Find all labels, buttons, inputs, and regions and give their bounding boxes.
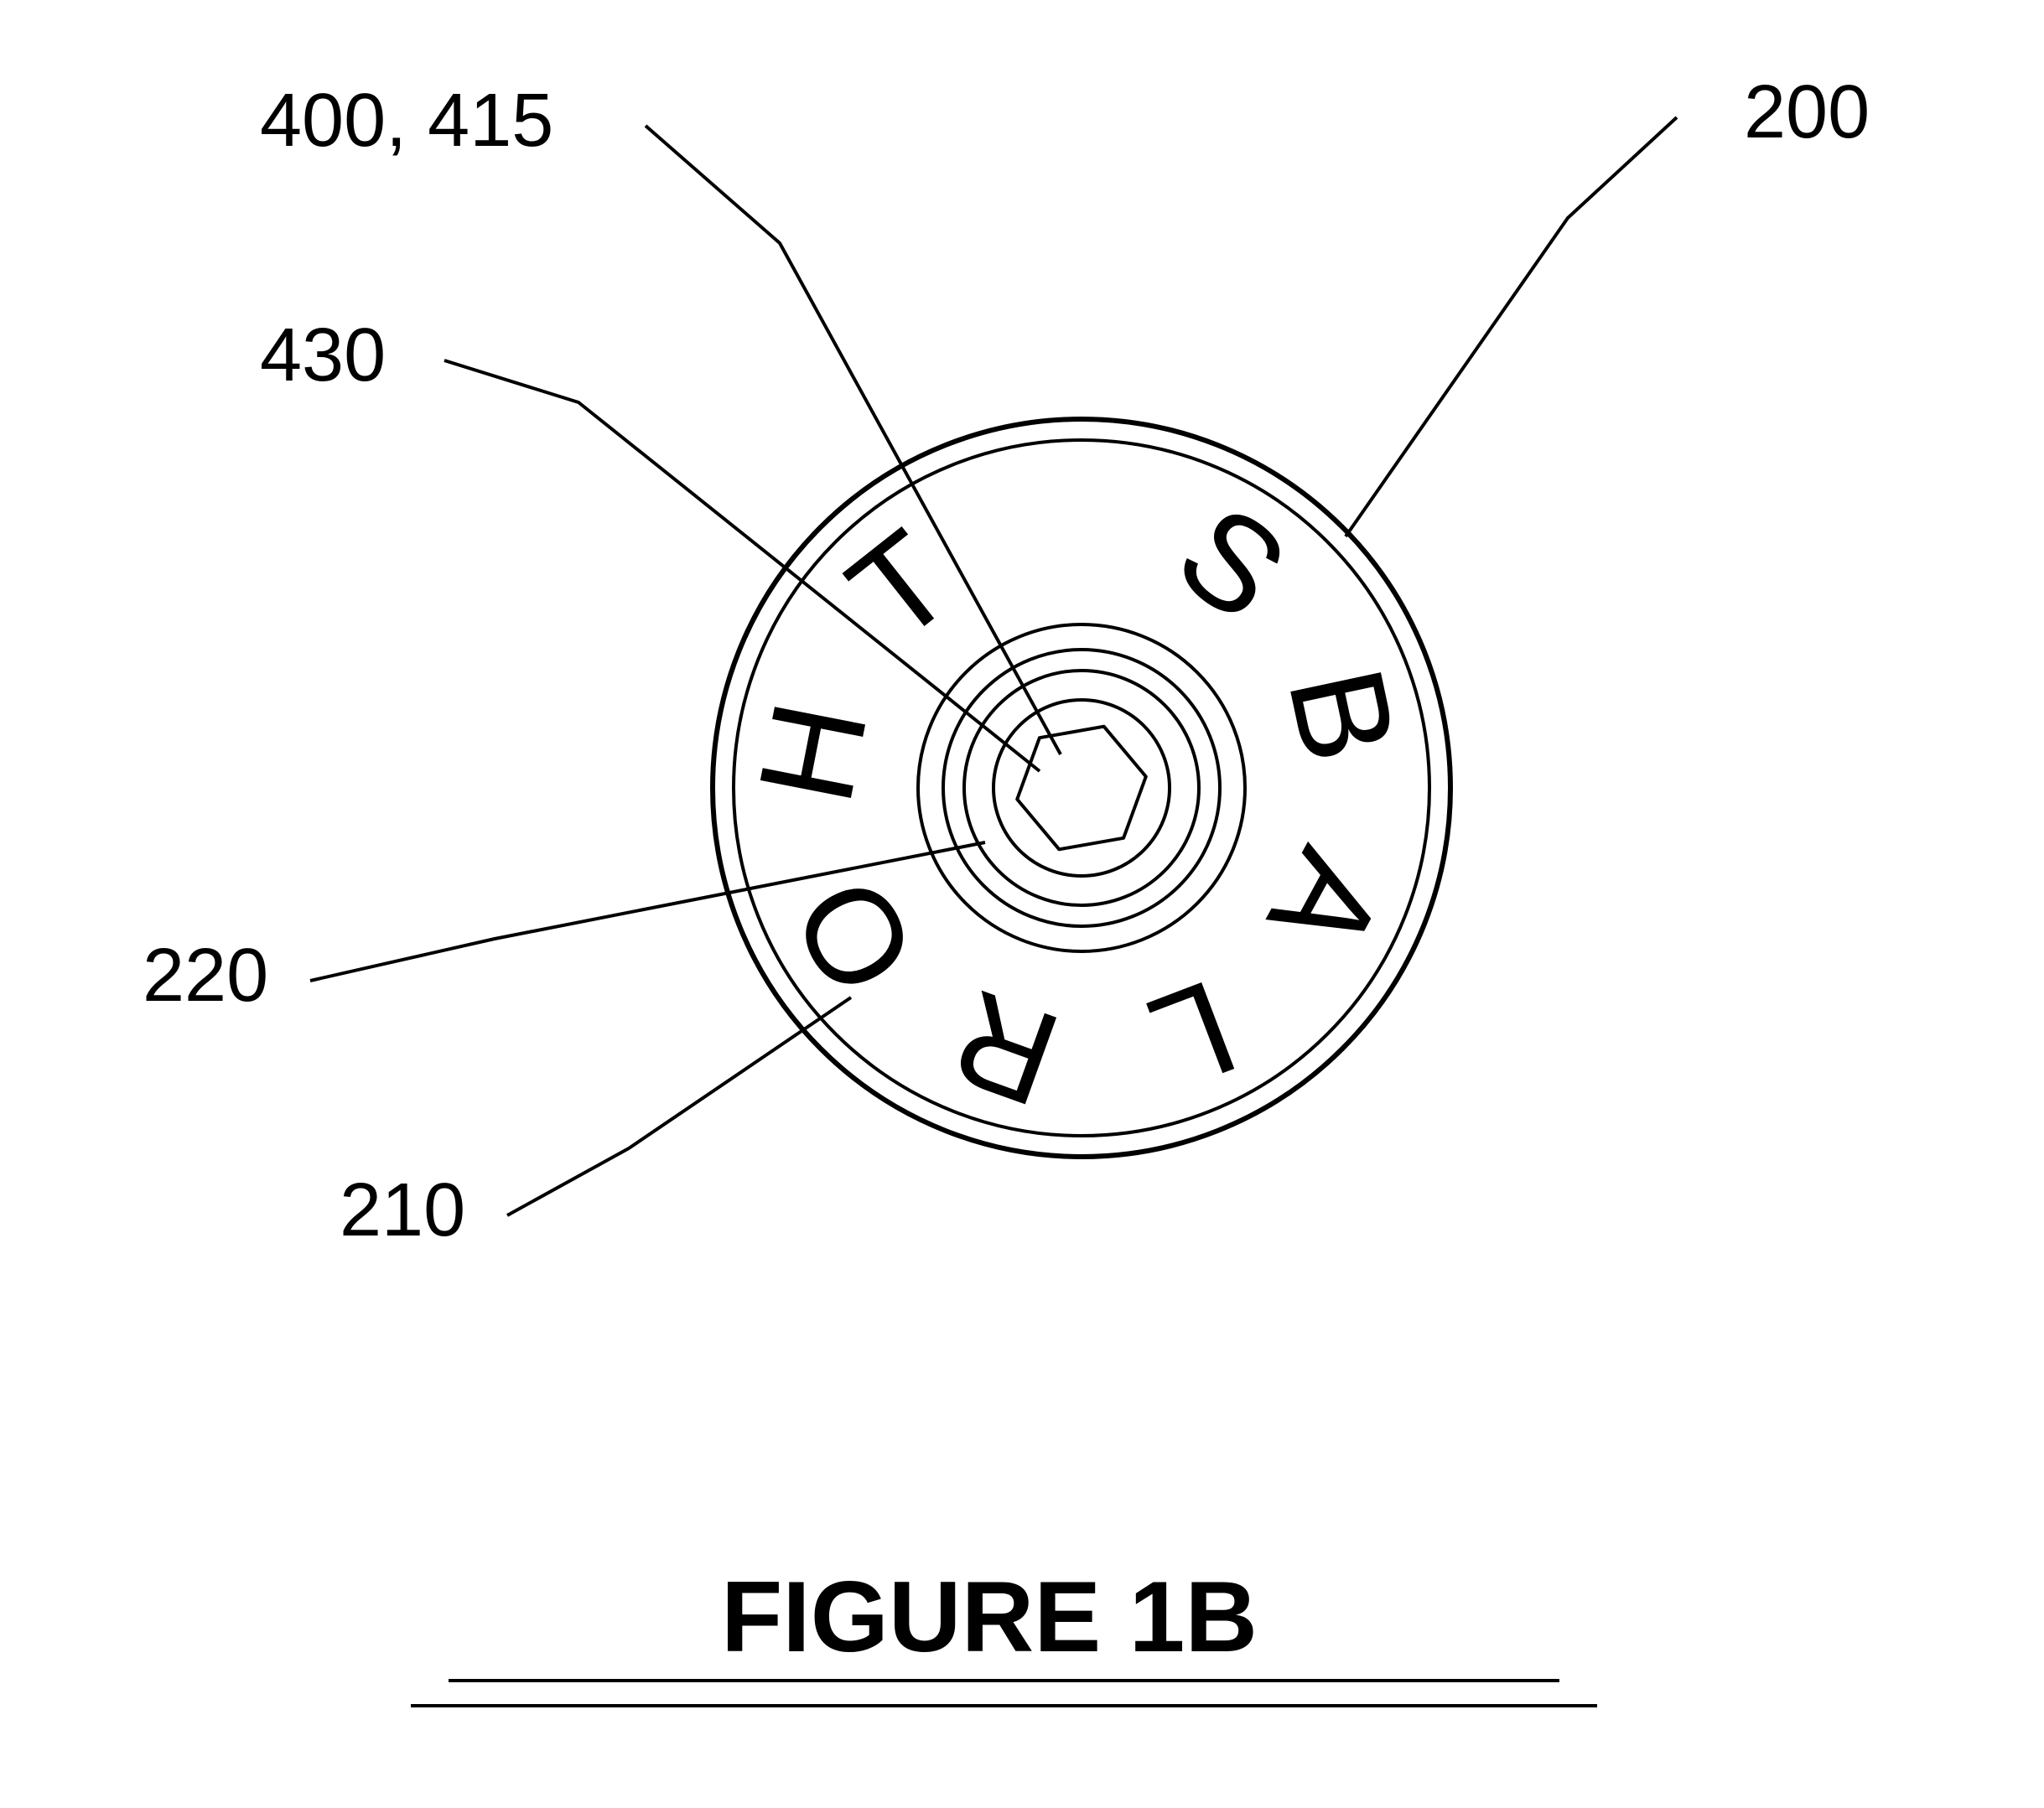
brand-letter: A (1224, 827, 1414, 1007)
brand-letter: H (729, 657, 902, 814)
figure-title: FIGURE 1B (721, 1561, 1258, 1673)
hex-socket (1017, 727, 1146, 850)
label-l220: 220 (143, 934, 268, 1018)
brand-letter: B (1260, 655, 1433, 807)
brand-ring-text: THORLABS (729, 475, 1433, 1135)
leader-l400 (646, 126, 1061, 754)
label-l210: 210 (340, 1168, 465, 1252)
ring (918, 624, 1245, 951)
leader-l210 (507, 997, 851, 1215)
brand-letter: L (1101, 952, 1255, 1131)
label-l430: 430 (260, 313, 386, 397)
ring (964, 671, 1199, 905)
brand-letter: R (903, 951, 1076, 1136)
leader-l200 (1346, 117, 1677, 536)
label-l200: 200 (1744, 70, 1870, 154)
brand-letter: O (746, 825, 945, 1018)
label-l400: 400, 415 (260, 79, 553, 163)
brand-letter: T (822, 480, 1005, 670)
ring (943, 650, 1220, 926)
brand-letter: S (1151, 475, 1340, 669)
